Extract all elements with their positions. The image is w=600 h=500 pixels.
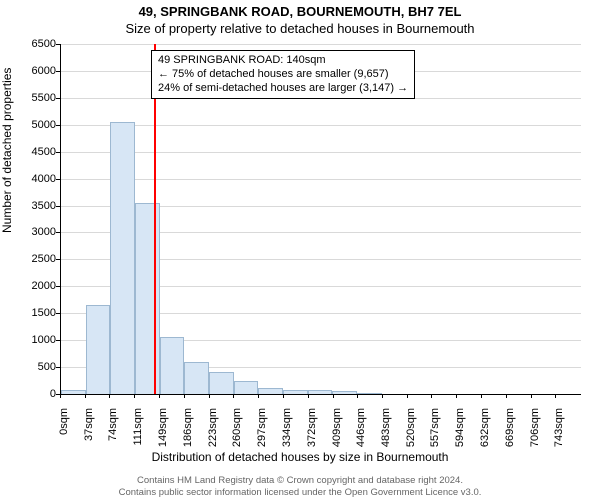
y-tick-label: 0: [16, 388, 56, 400]
y-tick-label: 5000: [16, 119, 56, 131]
x-tick-label: 483sqm: [380, 408, 392, 454]
histogram-bar: [160, 337, 185, 394]
x-tick-label: 223sqm: [207, 408, 219, 454]
x-axis-label: Distribution of detached houses by size …: [0, 450, 600, 464]
y-tick-label: 4500: [16, 146, 56, 158]
histogram-bar: [283, 390, 308, 394]
y-tick-label: 3000: [16, 226, 56, 238]
y-tick-label: 3500: [16, 200, 56, 212]
footer-attribution: Contains HM Land Registry data © Crown c…: [0, 475, 600, 498]
y-tick-label: 4000: [16, 173, 56, 185]
gridline: [61, 125, 581, 126]
x-tick-label: 111sqm: [132, 408, 144, 454]
x-tick-mark: [357, 394, 358, 398]
y-tick-label: 1000: [16, 334, 56, 346]
x-tick-mark: [184, 394, 185, 398]
x-tick-mark: [431, 394, 432, 398]
x-tick-label: 37sqm: [83, 408, 95, 454]
x-tick-mark: [333, 394, 334, 398]
x-tick-label: 149sqm: [157, 408, 169, 454]
x-tick-label: 706sqm: [529, 408, 541, 454]
y-tick-label: 2000: [16, 280, 56, 292]
x-tick-mark: [555, 394, 556, 398]
histogram-bar: [234, 381, 259, 394]
gridline: [61, 179, 581, 180]
x-tick-label: 409sqm: [331, 408, 343, 454]
histogram-bar: [357, 393, 382, 394]
y-tick-label: 2500: [16, 253, 56, 265]
x-tick-label: 632sqm: [479, 408, 491, 454]
x-tick-mark: [531, 394, 532, 398]
histogram-bar: [110, 122, 135, 394]
x-tick-mark: [258, 394, 259, 398]
x-tick-mark: [308, 394, 309, 398]
histogram-bar: [332, 391, 357, 394]
x-tick-label: 594sqm: [454, 408, 466, 454]
chart-container: 49, SPRINGBANK ROAD, BOURNEMOUTH, BH7 7E…: [0, 0, 600, 500]
x-tick-label: 743sqm: [553, 408, 565, 454]
x-tick-label: 520sqm: [405, 408, 417, 454]
x-tick-mark: [382, 394, 383, 398]
chart-title-main: 49, SPRINGBANK ROAD, BOURNEMOUTH, BH7 7E…: [0, 4, 600, 19]
y-tick-label: 500: [16, 361, 56, 373]
x-tick-mark: [456, 394, 457, 398]
x-tick-mark: [283, 394, 284, 398]
histogram-bar: [308, 390, 333, 394]
footer-line-1: Contains HM Land Registry data © Crown c…: [0, 475, 600, 486]
x-tick-label: 74sqm: [107, 408, 119, 454]
histogram-bar: [258, 388, 283, 394]
x-tick-mark: [481, 394, 482, 398]
annotation-line: ← 75% of detached houses are smaller (9,…: [158, 68, 408, 82]
x-tick-label: 297sqm: [256, 408, 268, 454]
y-tick-label: 1500: [16, 307, 56, 319]
histogram-bar: [86, 305, 111, 394]
annotation-box: 49 SPRINGBANK ROAD: 140sqm← 75% of detac…: [151, 50, 415, 99]
x-tick-label: 557sqm: [429, 408, 441, 454]
footer-line-2: Contains public sector information licen…: [0, 487, 600, 498]
annotation-line: 24% of semi-detached houses are larger (…: [158, 82, 408, 96]
x-tick-mark: [407, 394, 408, 398]
x-tick-mark: [85, 394, 86, 398]
x-tick-mark: [233, 394, 234, 398]
x-tick-label: 186sqm: [182, 408, 194, 454]
x-tick-label: 669sqm: [504, 408, 516, 454]
annotation-line: 49 SPRINGBANK ROAD: 140sqm: [158, 54, 408, 68]
x-tick-label: 0sqm: [58, 408, 70, 454]
x-tick-mark: [60, 394, 61, 398]
histogram-bar: [184, 362, 209, 394]
title-block: 49, SPRINGBANK ROAD, BOURNEMOUTH, BH7 7E…: [0, 4, 600, 36]
y-tick-label: 6000: [16, 65, 56, 77]
x-tick-mark: [506, 394, 507, 398]
x-tick-label: 446sqm: [355, 408, 367, 454]
x-tick-mark: [159, 394, 160, 398]
x-tick-mark: [134, 394, 135, 398]
histogram-bar: [61, 390, 86, 394]
x-tick-label: 260sqm: [231, 408, 243, 454]
histogram-bar: [209, 372, 234, 394]
y-tick-label: 5500: [16, 92, 56, 104]
gridline: [61, 44, 581, 45]
y-axis-label: Number of detached properties: [0, 219, 14, 233]
chart-title-sub: Size of property relative to detached ho…: [0, 21, 600, 36]
x-tick-label: 334sqm: [281, 408, 293, 454]
x-tick-mark: [209, 394, 210, 398]
x-tick-mark: [109, 394, 110, 398]
y-tick-label: 6500: [16, 38, 56, 50]
x-tick-label: 372sqm: [306, 408, 318, 454]
plot-area: 49 SPRINGBANK ROAD: 140sqm← 75% of detac…: [60, 44, 581, 395]
gridline: [61, 152, 581, 153]
